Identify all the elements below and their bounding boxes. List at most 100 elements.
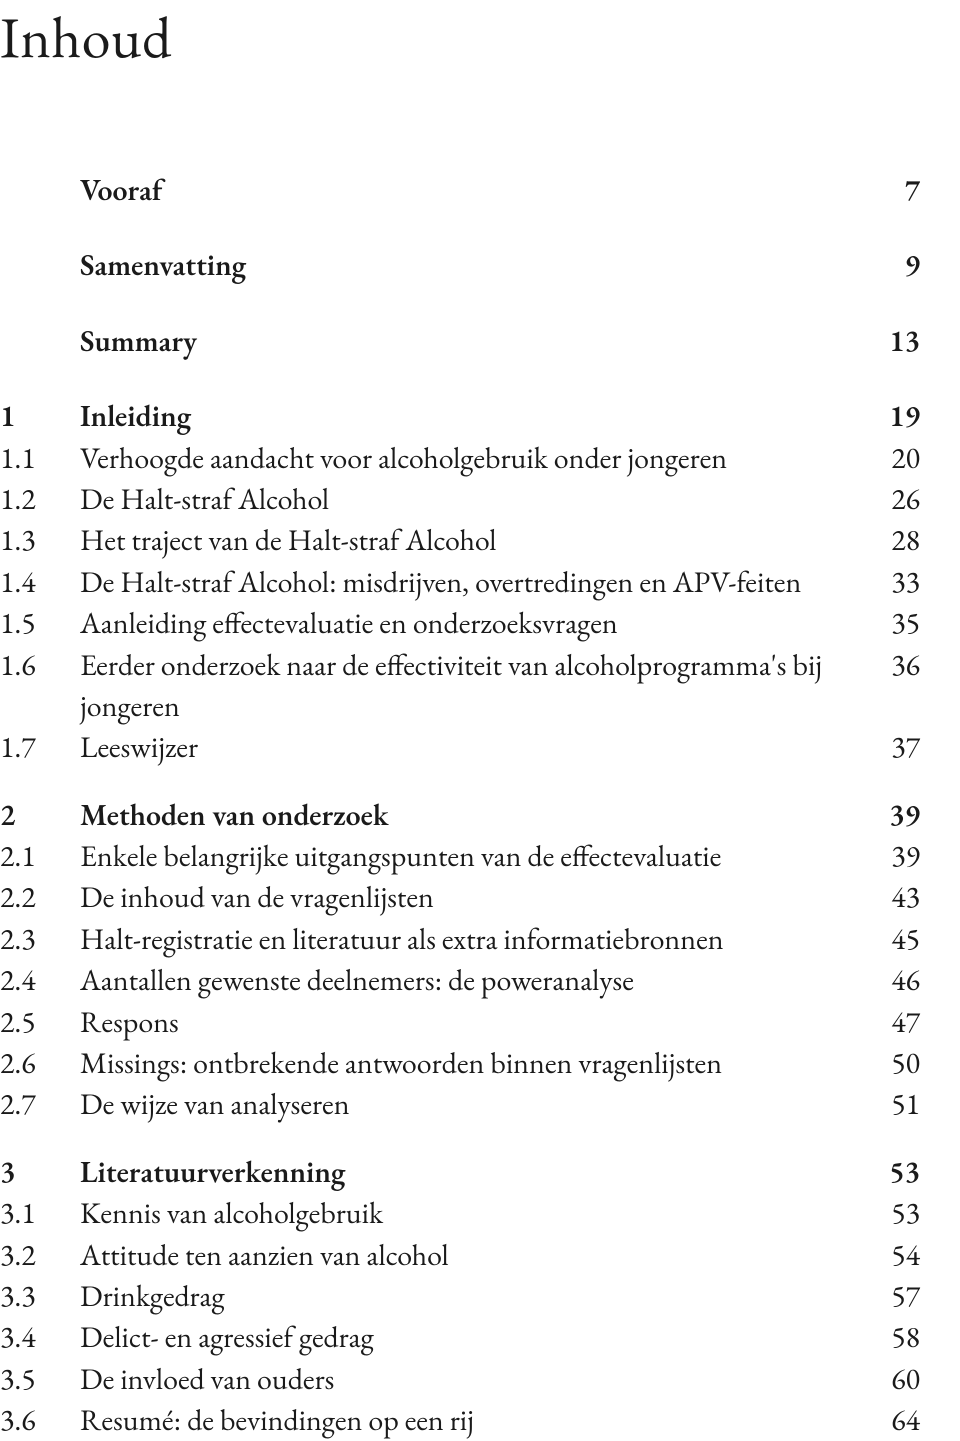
toc-entry-page: 60 <box>860 1358 920 1399</box>
toc-entry-title: Delict- en agressief gedrag <box>80 1316 860 1357</box>
toc-row: Samenvatting9 <box>0 244 920 285</box>
toc-row: 1Inleiding19 <box>0 395 920 436</box>
toc-row: 2.4Aantallen gewenste deelnemers: de pow… <box>0 959 920 1000</box>
toc-entry-title: Eerder onderzoek naar de effectiviteit v… <box>80 644 860 727</box>
toc-entry-title: Drinkgedrag <box>80 1275 860 1316</box>
toc-entry-page: 13 <box>860 320 920 361</box>
toc-entry-page: 39 <box>860 794 920 835</box>
toc-entry-title: Literatuurverkenning <box>80 1151 860 1192</box>
toc-entry-number: 2.7 <box>0 1083 80 1124</box>
toc-entry-page: 45 <box>860 918 920 959</box>
toc-row: 2.1Enkele belangrijke uitgangspunten van… <box>0 835 920 876</box>
toc-entry-title: Halt-registratie en literatuur als extra… <box>80 918 860 959</box>
toc-entry-title: Resumé: de bevindingen op een rij <box>80 1399 860 1440</box>
toc-entry-page: 9 <box>860 244 920 285</box>
toc-entry-page: 19 <box>860 395 920 436</box>
toc-entry-title: Vooraf <box>80 169 860 210</box>
toc-entry-number: 2.5 <box>0 1001 80 1042</box>
toc-entry-title: De invloed van ouders <box>80 1358 860 1399</box>
toc-row: 1.4De Halt-straf Alcohol: misdrijven, ov… <box>0 561 920 602</box>
toc-entry-page: 39 <box>860 835 920 876</box>
toc-entry-title: Methoden van onderzoek <box>80 794 860 835</box>
toc-entry-title: Aanleiding effectevaluatie en onderzoeks… <box>80 602 860 643</box>
toc-entry-page: 36 <box>860 644 920 685</box>
toc-entry-page: 54 <box>860 1234 920 1275</box>
toc-entry-page: 7 <box>860 169 920 210</box>
toc-entry-page: 53 <box>860 1151 920 1192</box>
toc-entry-number: 2.4 <box>0 959 80 1000</box>
toc-entry-title: De wijze van analyseren <box>80 1083 860 1124</box>
toc-entry-page: 51 <box>860 1083 920 1124</box>
toc-entry-number: 2.6 <box>0 1042 80 1083</box>
toc-entry-page: 53 <box>860 1192 920 1233</box>
toc-page: Inhoud Vooraf7Samenvatting9Summary131Inl… <box>0 0 960 1441</box>
toc-entry-number: 1.7 <box>0 726 80 767</box>
toc-row: 2Methoden van onderzoek39 <box>0 794 920 835</box>
toc-entry-number: 1.4 <box>0 561 80 602</box>
toc-entry-title: De Halt-straf Alcohol: misdrijven, overt… <box>80 561 860 602</box>
toc-entry-title: Attitude ten aanzien van alcohol <box>80 1234 860 1275</box>
toc-entry-number: 3.6 <box>0 1399 80 1440</box>
toc-entry-page: 57 <box>860 1275 920 1316</box>
toc-entry-title: Verhoogde aandacht voor alcoholgebruik o… <box>80 437 860 478</box>
toc-row: Summary13 <box>0 320 920 361</box>
toc-entry-number: 1.3 <box>0 519 80 560</box>
toc-entry-title: Enkele belangrijke uitgangspunten van de… <box>80 835 860 876</box>
toc-entry-title: Kennis van alcoholgebruik <box>80 1192 860 1233</box>
toc-row: 3Literatuurverkenning53 <box>0 1151 920 1192</box>
toc-row: 3.4Delict- en agressief gedrag58 <box>0 1316 920 1357</box>
toc-row: 3.1Kennis van alcoholgebruik53 <box>0 1192 920 1233</box>
toc-list: Vooraf7Samenvatting9Summary131Inleiding1… <box>0 169 920 1441</box>
toc-entry-page: 37 <box>860 726 920 767</box>
toc-row: 2.3Halt-registratie en literatuur als ex… <box>0 918 920 959</box>
toc-row: 1.2De Halt-straf Alcohol26 <box>0 478 920 519</box>
toc-row: 3.3Drinkgedrag57 <box>0 1275 920 1316</box>
toc-entry-page: 58 <box>860 1316 920 1357</box>
toc-row: 1.5Aanleiding effectevaluatie en onderzo… <box>0 602 920 643</box>
toc-entry-title: Missings: ontbrekende antwoorden binnen … <box>80 1042 860 1083</box>
toc-entry-number: 3 <box>0 1151 80 1192</box>
toc-entry-number: 3.1 <box>0 1192 80 1233</box>
toc-entry-title: De inhoud van de vragenlijsten <box>80 876 860 917</box>
toc-entry-page: 43 <box>860 876 920 917</box>
toc-entry-number: 3.4 <box>0 1316 80 1357</box>
toc-entry-number: 2 <box>0 794 80 835</box>
toc-entry-title: Samenvatting <box>80 244 860 285</box>
toc-entry-number: 3.2 <box>0 1234 80 1275</box>
toc-row: 2.5Respons47 <box>0 1001 920 1042</box>
toc-row: 1.3Het traject van de Halt-straf Alcohol… <box>0 519 920 560</box>
toc-entry-page: 47 <box>860 1001 920 1042</box>
toc-entry-page: 46 <box>860 959 920 1000</box>
toc-entry-title: Inleiding <box>80 395 860 436</box>
toc-entry-number: 1.1 <box>0 437 80 478</box>
toc-entry-title: De Halt-straf Alcohol <box>80 478 860 519</box>
toc-row: 3.2Attitude ten aanzien van alcohol54 <box>0 1234 920 1275</box>
toc-entry-title: Leeswijzer <box>80 726 860 767</box>
toc-row: 3.6Resumé: de bevindingen op een rij64 <box>0 1399 920 1440</box>
toc-entry-title: Aantallen gewenste deelnemers: de powera… <box>80 959 860 1000</box>
toc-entry-title: Summary <box>80 320 860 361</box>
toc-entry-number: 1.2 <box>0 478 80 519</box>
toc-row: 1.6Eerder onderzoek naar de effectivitei… <box>0 644 920 727</box>
toc-entry-number: 1 <box>0 395 80 436</box>
toc-row: Vooraf7 <box>0 169 920 210</box>
toc-entry-page: 20 <box>860 437 920 478</box>
toc-entry-number: 2.2 <box>0 876 80 917</box>
toc-entry-number: 3.3 <box>0 1275 80 1316</box>
toc-entry-page: 28 <box>860 519 920 560</box>
toc-entry-page: 50 <box>860 1042 920 1083</box>
toc-row: 2.6Missings: ontbrekende antwoorden binn… <box>0 1042 920 1083</box>
toc-row: 1.7Leeswijzer37 <box>0 726 920 767</box>
toc-row: 3.5De invloed van ouders60 <box>0 1358 920 1399</box>
toc-entry-number: 2.1 <box>0 835 80 876</box>
page-title: Inhoud <box>0 0 920 135</box>
toc-entry-page: 35 <box>860 602 920 643</box>
toc-entry-title: Respons <box>80 1001 860 1042</box>
toc-entry-page: 26 <box>860 478 920 519</box>
toc-row: 2.7De wijze van analyseren51 <box>0 1083 920 1124</box>
toc-entry-number: 1.6 <box>0 644 80 685</box>
toc-row: 2.2De inhoud van de vragenlijsten43 <box>0 876 920 917</box>
toc-row: 1.1Verhoogde aandacht voor alcoholgebrui… <box>0 437 920 478</box>
toc-entry-page: 33 <box>860 561 920 602</box>
toc-entry-number: 1.5 <box>0 602 80 643</box>
